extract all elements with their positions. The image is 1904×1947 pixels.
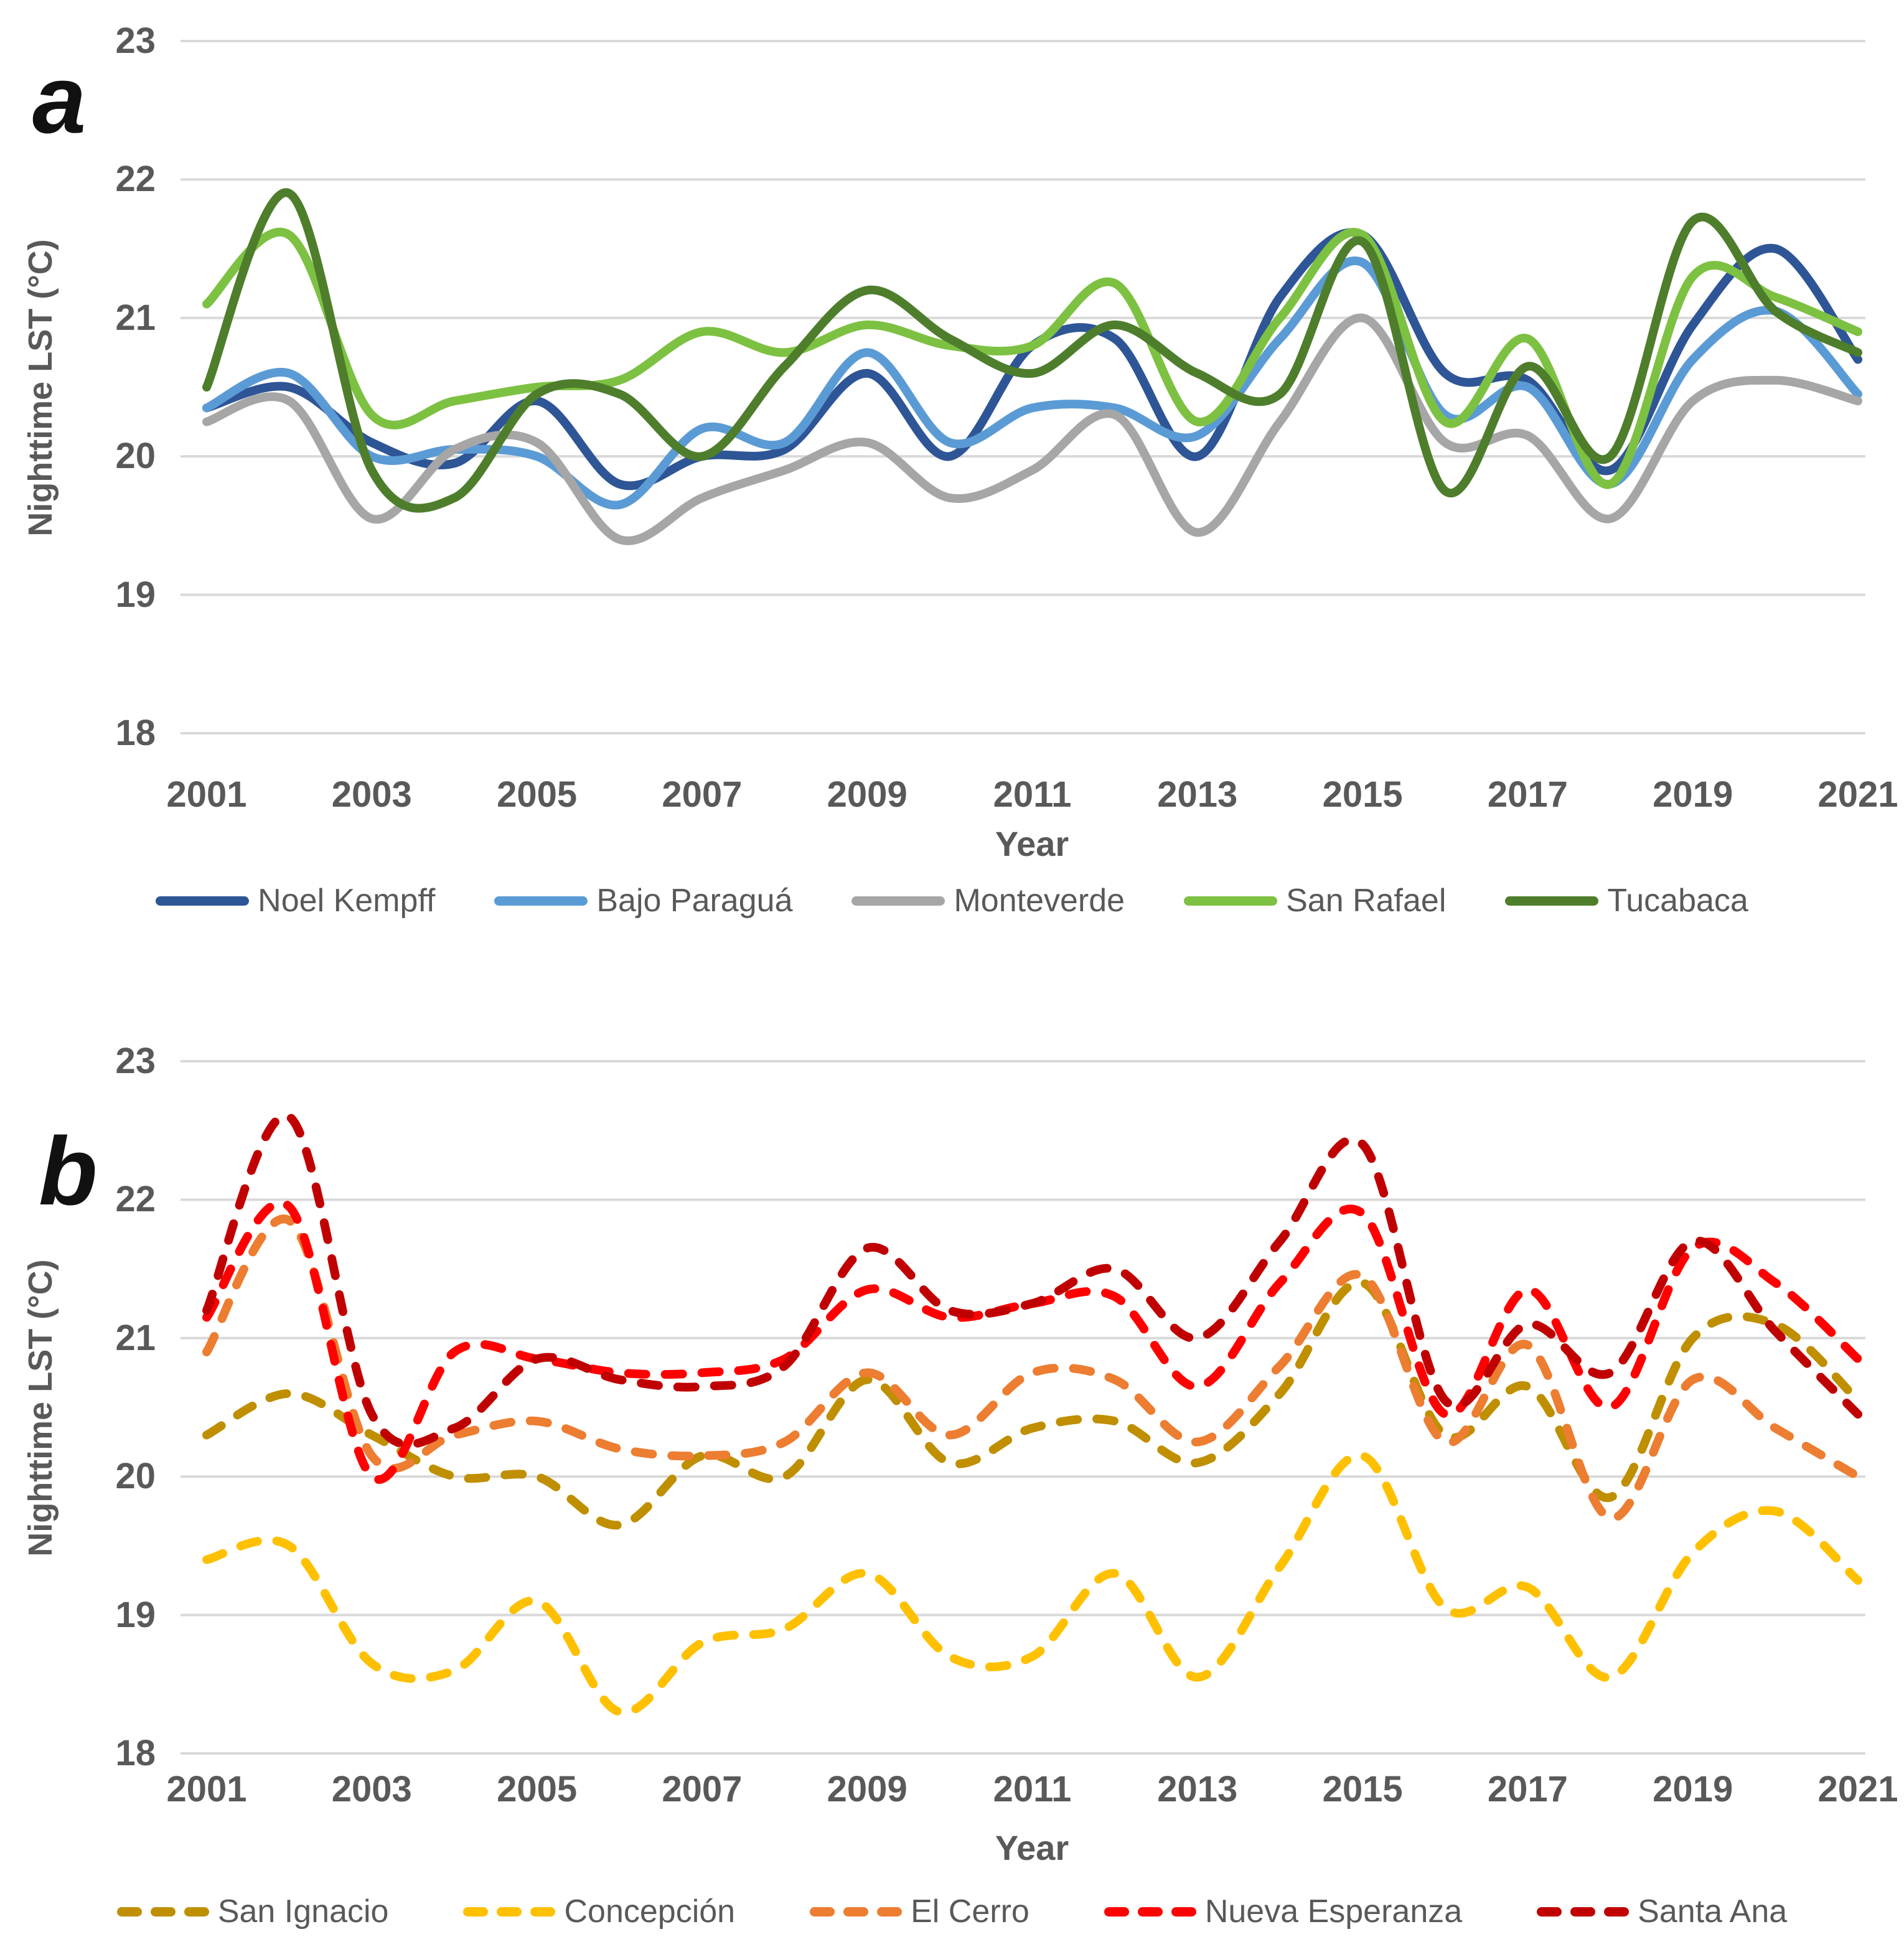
legend-marker	[1104, 1907, 1196, 1917]
x-tick-label: 2019	[1653, 1769, 1733, 1809]
legend-item-monteverde: Monteverde	[851, 882, 1125, 919]
x-tick-label: 2015	[1322, 1769, 1403, 1809]
series-line-san-ignacio	[202, 1278, 1862, 1530]
legend-marker	[463, 1907, 556, 1917]
legend-label: Tucabaca	[1607, 883, 1748, 919]
y-tick-label: 20	[115, 436, 156, 477]
y-tick-label: 23	[115, 1041, 156, 1081]
legend-marker	[116, 1907, 209, 1917]
series-line-san-rafael	[202, 228, 1862, 489]
legend-label: San Ignacio	[217, 1893, 389, 1930]
legend-item-bajo-paragu-: Bajo Paraguá	[494, 882, 792, 919]
legend-label: San Rafael	[1286, 883, 1447, 919]
y-tick-label: 19	[115, 574, 156, 615]
legend-item-el-cerro: El Cerro	[810, 1893, 1029, 1930]
x-tick-label: 2011	[993, 1769, 1072, 1809]
legend-item-concepci-n: Concepción	[463, 1893, 735, 1930]
legend-marker	[851, 896, 945, 906]
legend-marker	[156, 896, 250, 906]
legend-item-san-ignacio: San Ignacio	[116, 1893, 389, 1930]
x-tick-label: 2003	[331, 1769, 412, 1809]
y-tick-label: 20	[115, 1456, 156, 1497]
chart-panel-a: a Nighttime LST (°C) 23 22 21 20 19 18 2001 20…	[0, 0, 1904, 973]
legend-label: Bajo Paraguá	[596, 883, 793, 919]
legend-label: Concepción	[564, 1893, 736, 1930]
x-tick-label: 2001	[166, 1769, 247, 1809]
x-tick-label: 2021	[1817, 774, 1898, 815]
x-tick-label: 2021	[1817, 1769, 1898, 1809]
x-axis-title-a: Year	[995, 824, 1069, 863]
panel-label-b: b	[39, 1117, 98, 1225]
legend-a: Noel Kempff Bajo Paraguá Monteverde San Raf…	[0, 882, 1904, 919]
legend-label: Santa Ana	[1638, 1893, 1788, 1930]
y-tick-label: 23	[115, 21, 156, 61]
x-tick-label: 2017	[1487, 1769, 1568, 1809]
y-axis-title-a: Nighttime LST (°C)	[22, 239, 59, 537]
series-line-nueva-esperanza	[202, 1198, 1862, 1484]
series-line-concepci-n	[202, 1451, 1862, 1717]
series-line-santa-ana	[202, 1111, 1862, 1449]
y-tick-label: 21	[115, 1317, 156, 1358]
x-tick-label: 2013	[1157, 1769, 1238, 1809]
legend-marker	[1505, 896, 1599, 906]
legend-item-nueva-esperanza: Nueva Esperanza	[1104, 1893, 1462, 1930]
legend-item-noel-kempff: Noel Kempff	[156, 882, 435, 919]
legend-marker	[1184, 896, 1278, 906]
x-tick-label: 2003	[331, 774, 412, 815]
legend-b: San Ignacio Concepción El Cerro Nueva Esper…	[0, 1893, 1904, 1930]
x-tick-label: 2009	[827, 774, 907, 815]
chart-panel-b: b Nighttime LST (°C) 23 22 21 20 19 18 2001 20…	[0, 973, 1904, 1947]
legend-marker	[810, 1907, 903, 1917]
y-tick-label: 21	[115, 297, 156, 338]
plot-area-a	[181, 40, 1865, 734]
legend-label: Monteverde	[954, 883, 1125, 919]
y-axis-title-b: Nighttime LST (°C)	[22, 1259, 59, 1557]
legend-marker	[1537, 1907, 1630, 1917]
x-tick-label: 2019	[1653, 774, 1733, 815]
series-line-tucabaca	[202, 188, 1862, 513]
y-tick-label: 22	[115, 1179, 156, 1220]
legend-label: Nueva Esperanza	[1204, 1893, 1463, 1930]
legend-item-santa-ana: Santa Ana	[1537, 1893, 1787, 1930]
legend-item-tucabaca: Tucabaca	[1505, 882, 1748, 919]
x-tick-label: 2001	[166, 774, 247, 815]
legend-label: Noel Kempff	[258, 883, 436, 919]
plot-area-b	[181, 1060, 1865, 1755]
x-tick-label: 2011	[993, 774, 1072, 815]
x-tick-label: 2015	[1322, 774, 1403, 815]
legend-label: El Cerro	[911, 1893, 1029, 1930]
x-tick-label: 2017	[1487, 774, 1568, 815]
x-tick-label: 2013	[1157, 774, 1238, 815]
x-tick-label: 2007	[662, 1769, 743, 1809]
y-tick-label: 18	[115, 1733, 156, 1773]
x-axis-title-b: Year	[995, 1828, 1069, 1867]
x-tick-label: 2005	[497, 1769, 578, 1809]
x-tick-label: 2009	[827, 1769, 907, 1809]
series-line-el-cerro	[202, 1214, 1862, 1522]
panel-label-a: a	[32, 45, 87, 153]
series-line-monteverde	[202, 313, 1862, 545]
x-tick-label: 2007	[662, 774, 743, 815]
legend-item-san-rafael: San Rafael	[1184, 882, 1446, 919]
x-tick-label: 2005	[497, 774, 578, 815]
y-tick-label: 19	[115, 1594, 156, 1635]
y-tick-label: 22	[115, 159, 156, 200]
y-tick-label: 18	[115, 713, 156, 753]
legend-marker	[494, 896, 588, 906]
